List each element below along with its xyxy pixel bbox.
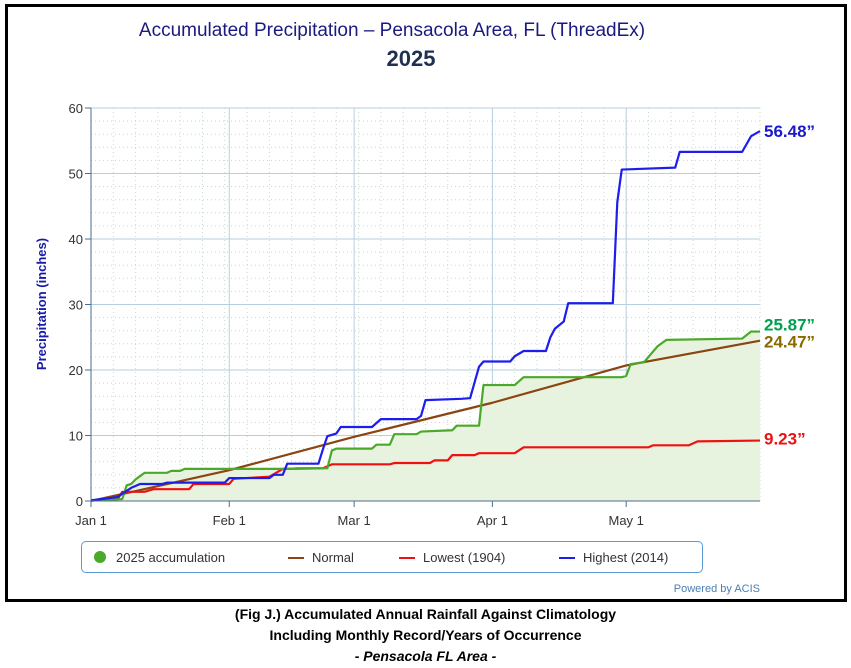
- accumulation-fill: [91, 331, 760, 501]
- red-line-icon: [399, 556, 415, 559]
- y-tick-label: 20: [69, 363, 83, 378]
- caption-line-3: - Pensacola FL Area -: [354, 648, 497, 664]
- legend-label: Normal: [312, 550, 354, 565]
- series-line-highest: [90, 130, 761, 502]
- y-tick-label: 10: [69, 429, 83, 444]
- chart-title: Accumulated Precipitation – Pensacola Ar…: [139, 20, 645, 41]
- legend-item-highest[interactable]: Highest (2014): [559, 550, 668, 565]
- series-layer: [90, 130, 761, 503]
- x-tick-label: May 1: [608, 513, 643, 528]
- chart-subtitle: 2025: [387, 46, 436, 71]
- legend-label: Lowest (1904): [423, 550, 506, 565]
- x-tick-label: Jan 1: [75, 513, 107, 528]
- legend: 2025 accumulation Normal Lowest (1904) H…: [81, 541, 703, 573]
- end-label-2025: 25.87”: [764, 316, 815, 335]
- end-label-highest: 56.48”: [764, 122, 815, 141]
- legend-item-normal[interactable]: Normal: [288, 550, 354, 565]
- end-label-normal: 24.47”: [764, 333, 815, 352]
- series-area-2025: [91, 331, 760, 501]
- green-dot-icon: [94, 551, 106, 564]
- end-label-lowest: 9.23”: [764, 430, 806, 449]
- legend-item-2025[interactable]: 2025 accumulation: [94, 550, 225, 565]
- legend-label: Highest (2014): [583, 550, 669, 565]
- grid: [90, 107, 761, 502]
- y-axis-label: Precipitation (inches): [34, 238, 49, 370]
- legend-item-lowest[interactable]: Lowest (1904): [399, 550, 505, 565]
- caption-line-1: (Fig J.) Accumulated Annual Rainfall Aga…: [234, 606, 617, 622]
- brown-line-icon: [288, 556, 304, 559]
- y-tick-label: 40: [69, 232, 83, 247]
- precipitation-chart: 0 10 20 30 40 50 60 Jan 1 Feb 1 Mar 1 Apr 1 May 1 2…: [34, 20, 815, 595]
- blue-line-icon: [559, 556, 575, 559]
- y-tick-label: 30: [69, 298, 83, 313]
- x-tick-label: Feb 1: [213, 513, 246, 528]
- powered-by-text: Powered by ACIS: [674, 583, 760, 595]
- x-tick-label: Mar 1: [338, 513, 371, 528]
- caption-line-2: Including Monthly Record/Years of Occurr…: [269, 627, 582, 643]
- series-line-normal: [90, 339, 761, 503]
- axes: 0 10 20 30 40 50 60 Jan 1 Feb 1 Mar 1 Apr 1 May 1: [69, 101, 760, 528]
- legend-label: 2025 accumulation: [116, 550, 226, 565]
- y-tick-label: 0: [76, 494, 83, 509]
- y-tick-label: 50: [69, 167, 83, 182]
- series-line-2025: [90, 330, 760, 502]
- x-tick-label: Apr 1: [477, 513, 508, 528]
- end-labels: 25.87”24.47” 9.23” 56.48”: [764, 122, 815, 448]
- series-line-lowest: [90, 439, 761, 502]
- y-tick-label: 60: [69, 101, 83, 116]
